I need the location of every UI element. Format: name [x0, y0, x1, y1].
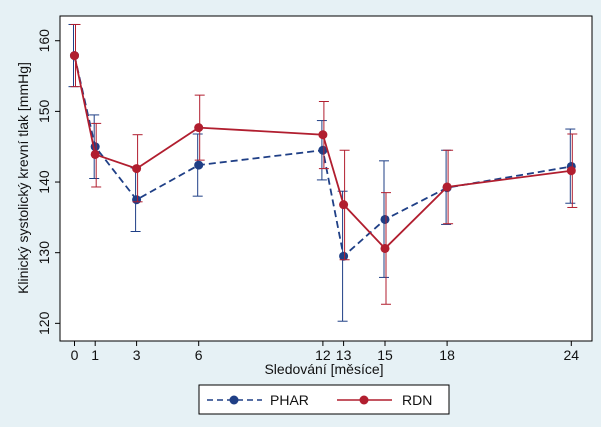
data-point: [90, 149, 100, 159]
x-tick-label: 24: [564, 347, 580, 363]
data-point: [339, 251, 349, 261]
x-axis: 0 1 3 6 12 13 15 18 24: [71, 341, 580, 363]
x-tick-label: 15: [377, 347, 393, 363]
y-tick-label: 160: [36, 29, 52, 53]
data-point: [442, 182, 452, 192]
y-tick-label: 130: [36, 241, 52, 265]
data-point: [380, 214, 390, 224]
x-tick-label: 3: [133, 347, 141, 363]
legend-rdn-marker: [359, 395, 369, 405]
y-tick-label: 150: [36, 99, 52, 123]
y-axis: 120 130 140 150 160: [36, 29, 60, 335]
series-layer: [68, 23, 578, 322]
data-point: [132, 195, 142, 205]
data-point: [194, 160, 204, 170]
x-tick-label: 18: [439, 347, 455, 363]
data-point: [318, 145, 328, 155]
x-tick-label: 13: [336, 347, 352, 363]
x-axis-label: Sledování [měsíce]: [264, 361, 383, 377]
x-tick-label: 0: [71, 347, 79, 363]
series-rdn: [69, 23, 578, 305]
data-point: [339, 200, 349, 210]
y-tick-label: 120: [36, 311, 52, 335]
legend: PHAR RDN: [198, 384, 450, 415]
legend-phar-label: PHAR: [270, 392, 309, 408]
data-point: [380, 243, 390, 253]
data-point: [132, 164, 142, 174]
y-tick-label: 140: [36, 170, 52, 194]
y-axis-label: Klinický systolický krevní tlak [mmHg]: [15, 62, 31, 294]
data-point: [318, 130, 328, 140]
data-point: [69, 51, 79, 61]
x-tick-label: 1: [91, 347, 99, 363]
data-point: [566, 166, 576, 176]
data-point: [194, 123, 204, 133]
x-tick-label: 6: [195, 347, 203, 363]
legend-rdn-label: RDN: [402, 392, 432, 408]
legend-phar-marker: [229, 395, 239, 405]
x-tick-label: 12: [315, 347, 331, 363]
plot-area: [59, 15, 593, 342]
